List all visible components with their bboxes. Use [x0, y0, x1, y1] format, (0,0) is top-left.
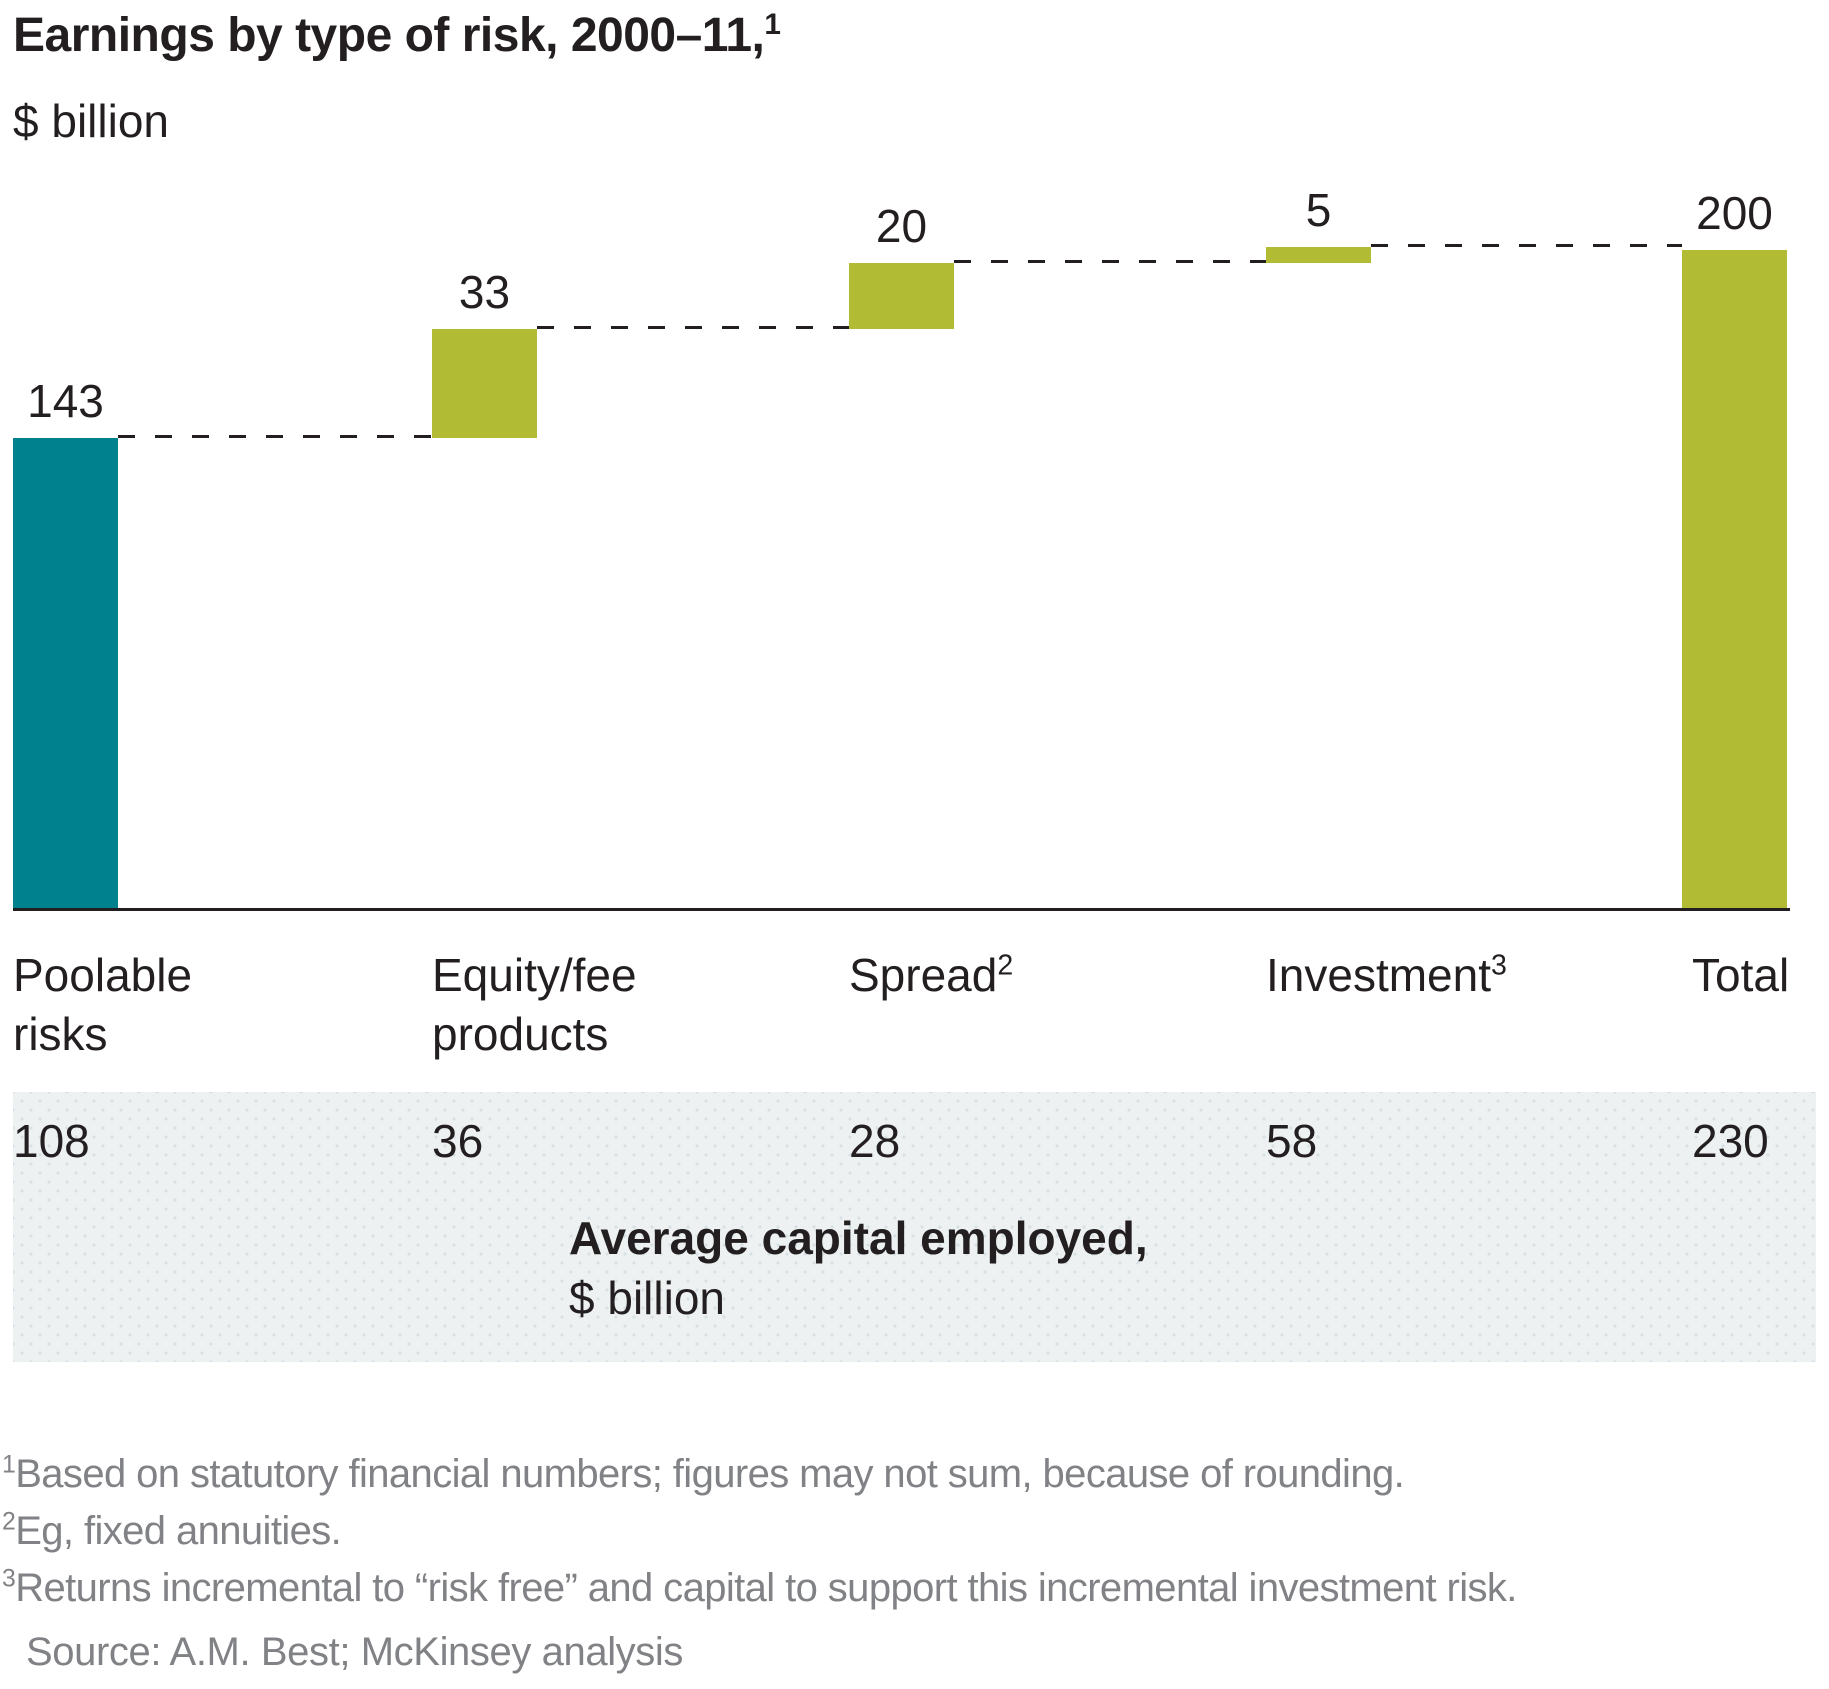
x-axis-line — [13, 908, 1790, 911]
chart-title-footnote-marker: 1 — [764, 8, 781, 41]
bar-value-label-investment: 5 — [1305, 183, 1332, 236]
chart-title: Earnings by type of risk, 2000–11,1 — [13, 8, 781, 63]
waterfall-bar-total — [1682, 250, 1787, 910]
dashed-connector-poolable-risks — [118, 435, 432, 439]
waterfall-bar-poolable-risks — [13, 438, 118, 910]
dashed-connector-equity-fee-products — [537, 326, 849, 330]
footnote-3: 3Returns incremental to “risk free” and … — [2, 1565, 1517, 1610]
footnote-1: 1Based on statutory financial numbers; f… — [2, 1451, 1405, 1496]
category-label-investment: Investment3 — [1266, 949, 1507, 1001]
capital-value-poolable-risks: 108 — [13, 1115, 90, 1167]
capital-value-spread: 28 — [849, 1115, 901, 1167]
capital-band-title-bold: Average capital employed, — [569, 1212, 1148, 1264]
bar-value-label-poolable-risks: 143 — [27, 375, 104, 428]
dashed-connector-investment — [1371, 243, 1682, 247]
category-label-spread: Spread2 — [849, 949, 1014, 1001]
category-label-poolable-risks: Poolable risks — [13, 949, 193, 1060]
capital-band-title: Average capital employed, $ billion — [569, 1208, 1148, 1328]
capital-employed-band — [13, 1092, 1816, 1362]
capital-band-title-unit: $ billion — [569, 1272, 725, 1324]
capital-value-total: 230 — [1692, 1115, 1769, 1167]
category-label-total: Total — [1692, 949, 1790, 1001]
bar-value-label-total: 200 — [1696, 187, 1773, 239]
chart-subtitle: $ billion — [13, 95, 169, 147]
source-line: Source: A.M. Best; McKinsey analysis — [26, 1630, 683, 1674]
dashed-connector-spread — [954, 260, 1266, 264]
capital-value-equity-fee-products: 36 — [432, 1115, 484, 1167]
waterfall-bar-spread — [849, 263, 954, 330]
bar-value-label-spread: 20 — [875, 200, 928, 253]
bar-value-label-equity-fee-products: 33 — [458, 266, 511, 319]
waterfall-bar-equity-fee-products — [432, 329, 537, 439]
category-label-equity-fee-products: Equity/fee products — [432, 949, 637, 1060]
chart-title-text: Earnings by type of risk, 2000–11, — [13, 9, 765, 62]
capital-value-investment: 58 — [1266, 1115, 1318, 1167]
waterfall-bar-investment — [1266, 246, 1371, 264]
footnote-2: 2Eg, fixed annuities. — [2, 1508, 342, 1553]
